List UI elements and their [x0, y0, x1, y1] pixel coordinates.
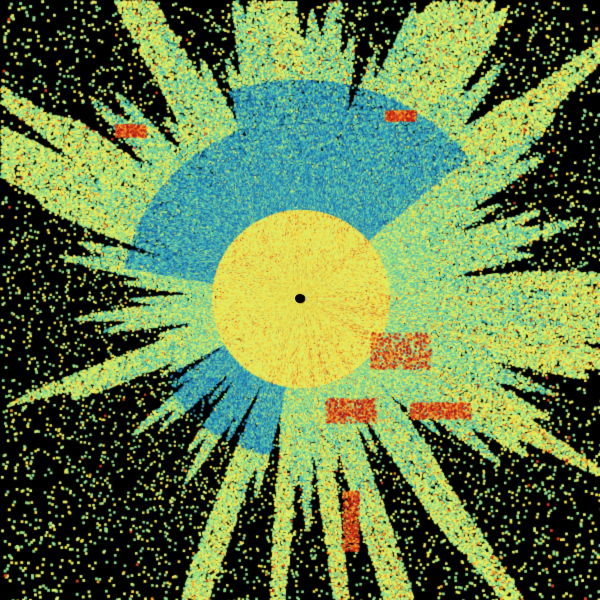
radar-site-marker [295, 294, 304, 303]
